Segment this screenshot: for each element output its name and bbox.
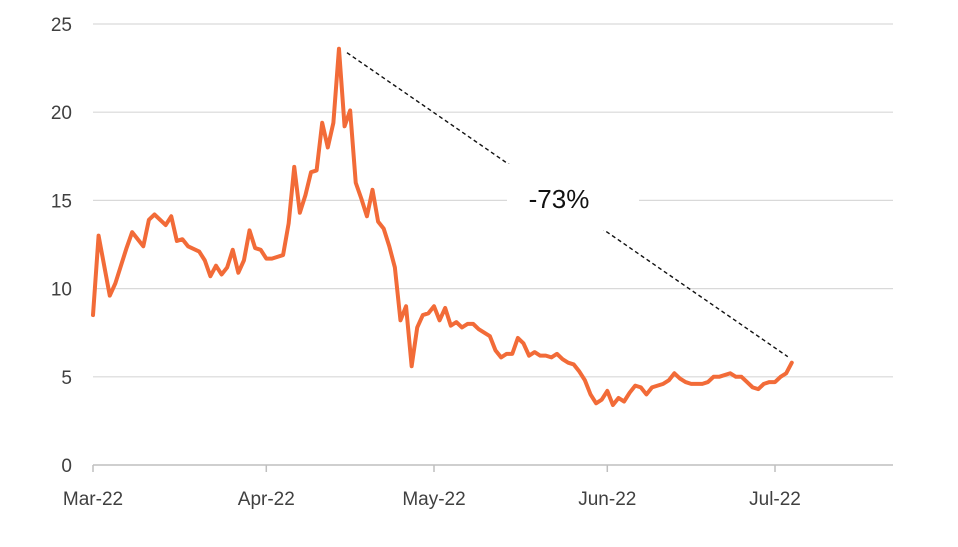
x-tick-label-4: Jul-22 xyxy=(749,489,801,510)
y-tick-label-20: 20 xyxy=(51,103,72,124)
series xyxy=(91,46,794,408)
x-tick-label-2: May-22 xyxy=(402,489,465,510)
annotation-label: -73% xyxy=(529,184,590,214)
x-tick-label-1: Apr-22 xyxy=(238,489,295,510)
y-tick-label-0: 0 xyxy=(61,456,72,477)
y-tick-labels: 0 5 10 15 20 25 xyxy=(51,15,72,477)
y-tick-label-10: 10 xyxy=(51,280,72,301)
gridlines xyxy=(93,23,893,378)
x-axis xyxy=(92,464,893,472)
annotation: -73% xyxy=(346,52,789,358)
annotation-label-background xyxy=(507,164,639,230)
y-tick-label-25: 25 xyxy=(51,15,72,36)
y-tick-label-5: 5 xyxy=(61,368,72,389)
series-line-0 xyxy=(91,46,794,408)
x-tick-labels: Mar-22 Apr-22 May-22 Jun-22 Jul-22 xyxy=(63,489,801,510)
x-tick-label-3: Jun-22 xyxy=(578,489,636,510)
y-tick-label-15: 15 xyxy=(51,191,72,212)
x-tick-label-0: Mar-22 xyxy=(63,489,123,510)
